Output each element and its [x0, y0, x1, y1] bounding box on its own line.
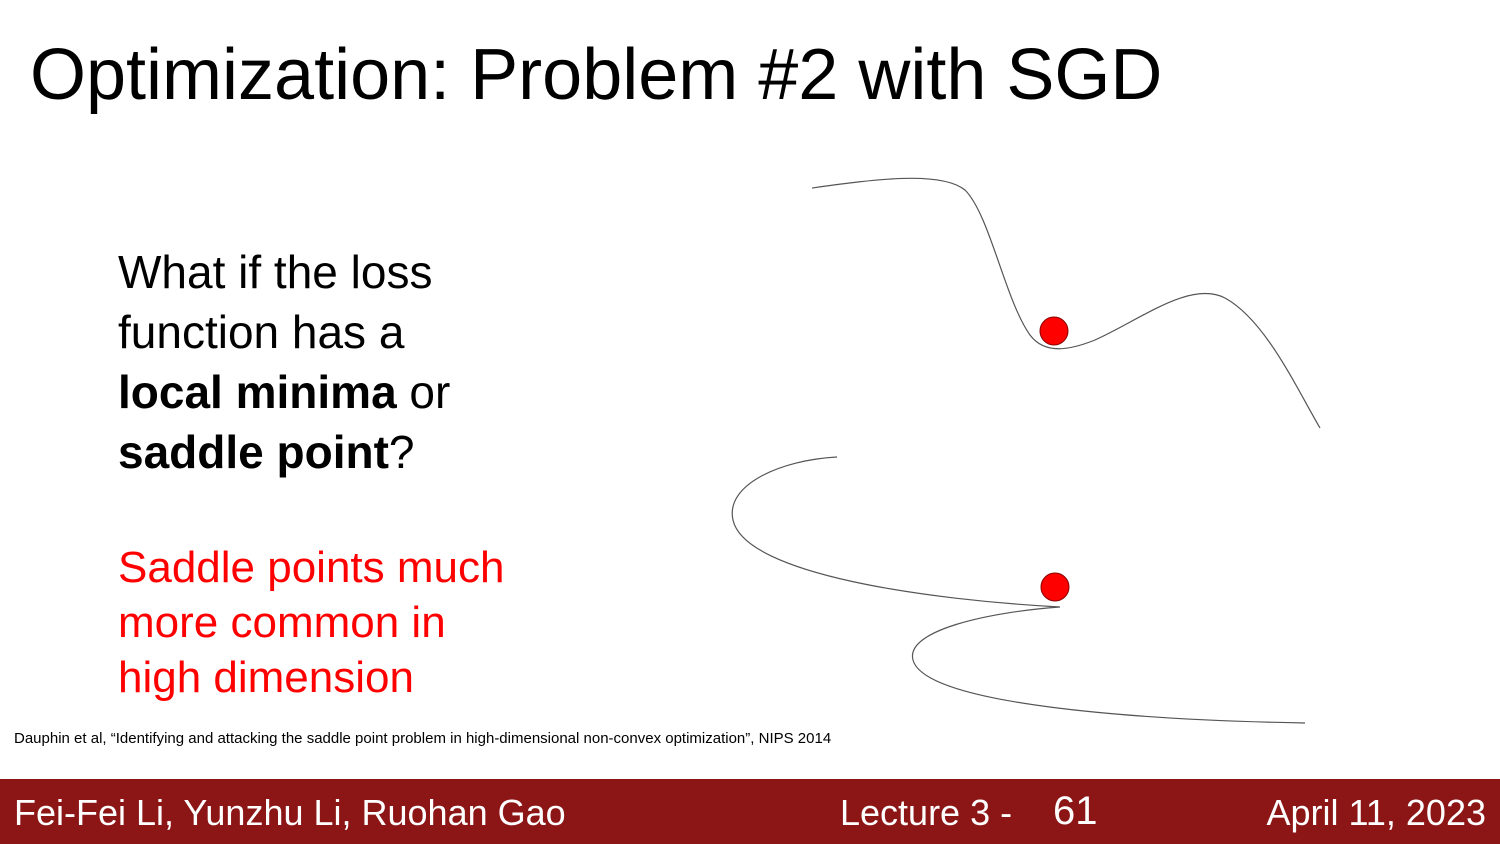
note-line-3: high dimension — [118, 653, 414, 702]
saddle-note: Saddle points much more common in high d… — [118, 540, 578, 705]
slide-title: Optimization: Problem #2 with SGD — [30, 35, 1163, 115]
question-text: What if the loss function has a local mi… — [118, 242, 578, 482]
question-line-1: What if the loss — [118, 246, 433, 298]
citation: Dauphin et al, “Identifying and attackin… — [14, 730, 832, 747]
footer-page-number: 61 — [1053, 789, 1098, 833]
note-line-1: Saddle points much — [118, 543, 505, 592]
note-line-2: more common in — [118, 598, 446, 647]
local-minimum-curve — [811, 177, 1321, 429]
footer-date: April 11, 2023 — [1266, 792, 1486, 833]
local-minima-term: local minima — [118, 366, 397, 418]
local-minimum-ball — [1039, 316, 1069, 346]
question-mark: ? — [388, 426, 415, 478]
question-line-3: local minima or — [118, 362, 578, 422]
question-line-4: saddle point? — [118, 422, 578, 482]
saddle-point-curve — [731, 456, 1306, 724]
footer-bar: Fei-Fei Li, Yunzhu Li, Ruohan Gao Lectur… — [0, 779, 1500, 844]
saddle-point-ball — [1040, 572, 1070, 602]
footer-lecture: Lecture 3 - — [840, 792, 1013, 833]
footer-authors: Fei-Fei Li, Yunzhu Li, Ruohan Gao — [14, 792, 566, 833]
question-connector: or — [396, 366, 451, 418]
question-line-2: function has a — [118, 306, 405, 358]
saddle-point-term: saddle point — [118, 426, 389, 478]
